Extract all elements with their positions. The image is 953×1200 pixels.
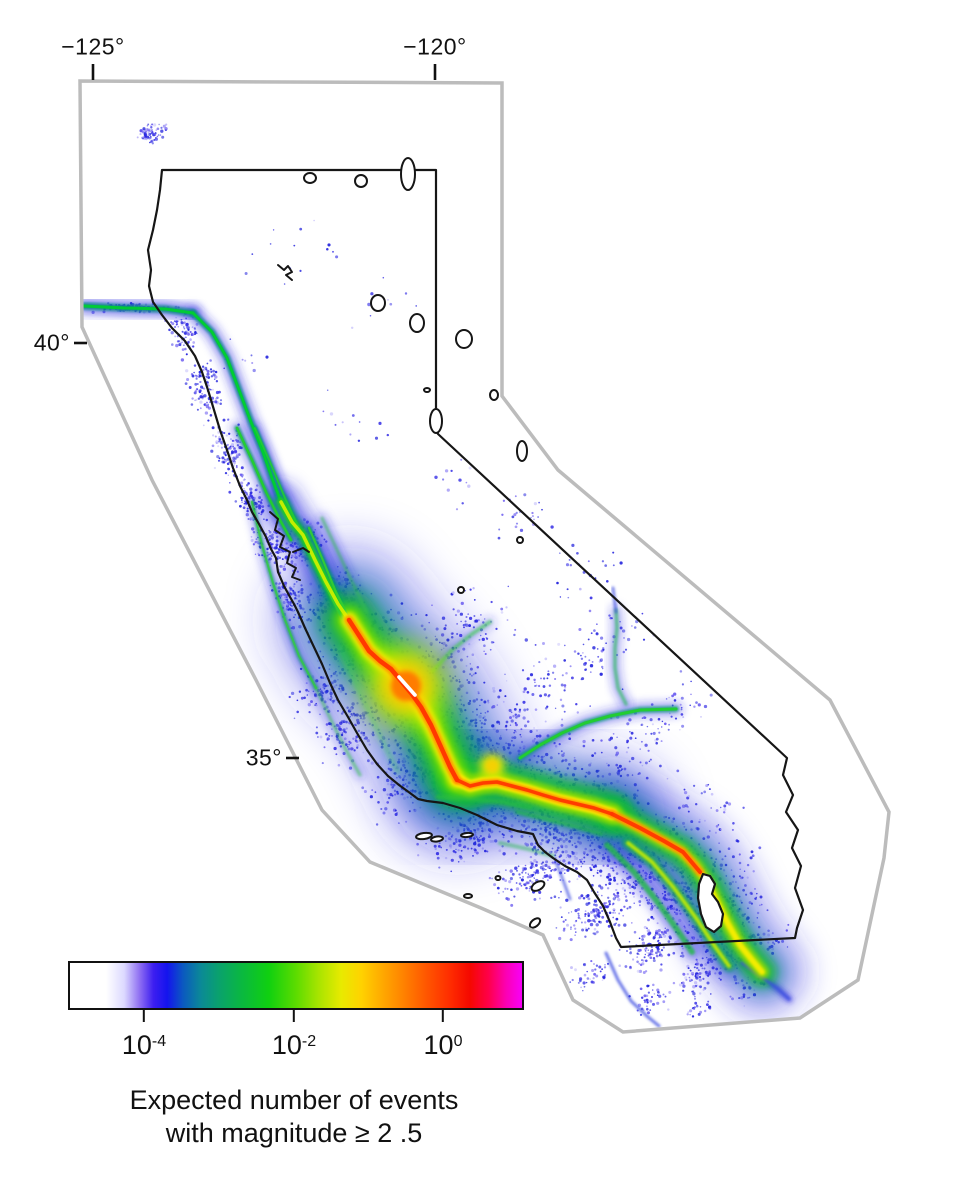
colorbar-gradient [70,963,522,1008]
shasta-lake-outline [277,264,293,281]
lon-label-120: −120° [403,33,467,60]
santa-barbara-island [494,875,502,881]
eagle-lake [409,313,425,333]
salton-sea-outline [696,872,725,934]
small-lake-4 [489,389,499,401]
san-nicolas-island [463,893,473,899]
small-lake-1 [354,174,368,188]
colorbar-caption: Expected number of events with magnitude… [48,1084,540,1150]
colorbar-tick-2 [292,1008,296,1022]
lake-almanor [370,294,386,312]
colorbar-tick-1 [142,1008,146,1022]
colorbar [68,961,524,1010]
small-lake-3 [423,387,431,393]
colorbar-tick-3 [441,1008,445,1022]
catalina-island [530,880,546,892]
fault-rate-glows [80,298,807,1028]
seismicity-heat-field [80,123,807,1028]
state-borders [146,157,805,949]
santa-cruz-island [430,835,444,843]
testing-region-outline [78,79,891,1034]
lon-label-125: −125° [61,33,125,60]
axis-ticks [74,64,437,760]
goose-lake [400,157,416,191]
california-outline [146,168,805,949]
small-lake-6 [457,586,465,594]
sf-bay-outline [269,511,310,581]
small-lake-5 [516,536,524,544]
caption-line-1: Expected number of events [129,1085,459,1115]
lat-label-35: 35° [245,744,282,771]
anacapa-island [460,831,474,839]
lake-tahoe [429,408,443,434]
colorbar-tick-label-2: 10-2 [271,1030,317,1060]
honey-lake [455,329,473,349]
lakes [303,157,528,594]
colorbar-tick-label-3: 100 [423,1030,463,1060]
santa-rosa-island [415,831,433,841]
walker-lake [516,440,528,462]
lat-label-40: 40° [33,329,70,356]
colorbar-tick-label-1: 10-4 [121,1030,167,1060]
small-lake-2 [303,172,317,184]
channel-islands [415,831,546,929]
caption-line-2: with magnitude ≥ 2 .5 [165,1118,423,1148]
san-clemente-island [528,917,542,929]
